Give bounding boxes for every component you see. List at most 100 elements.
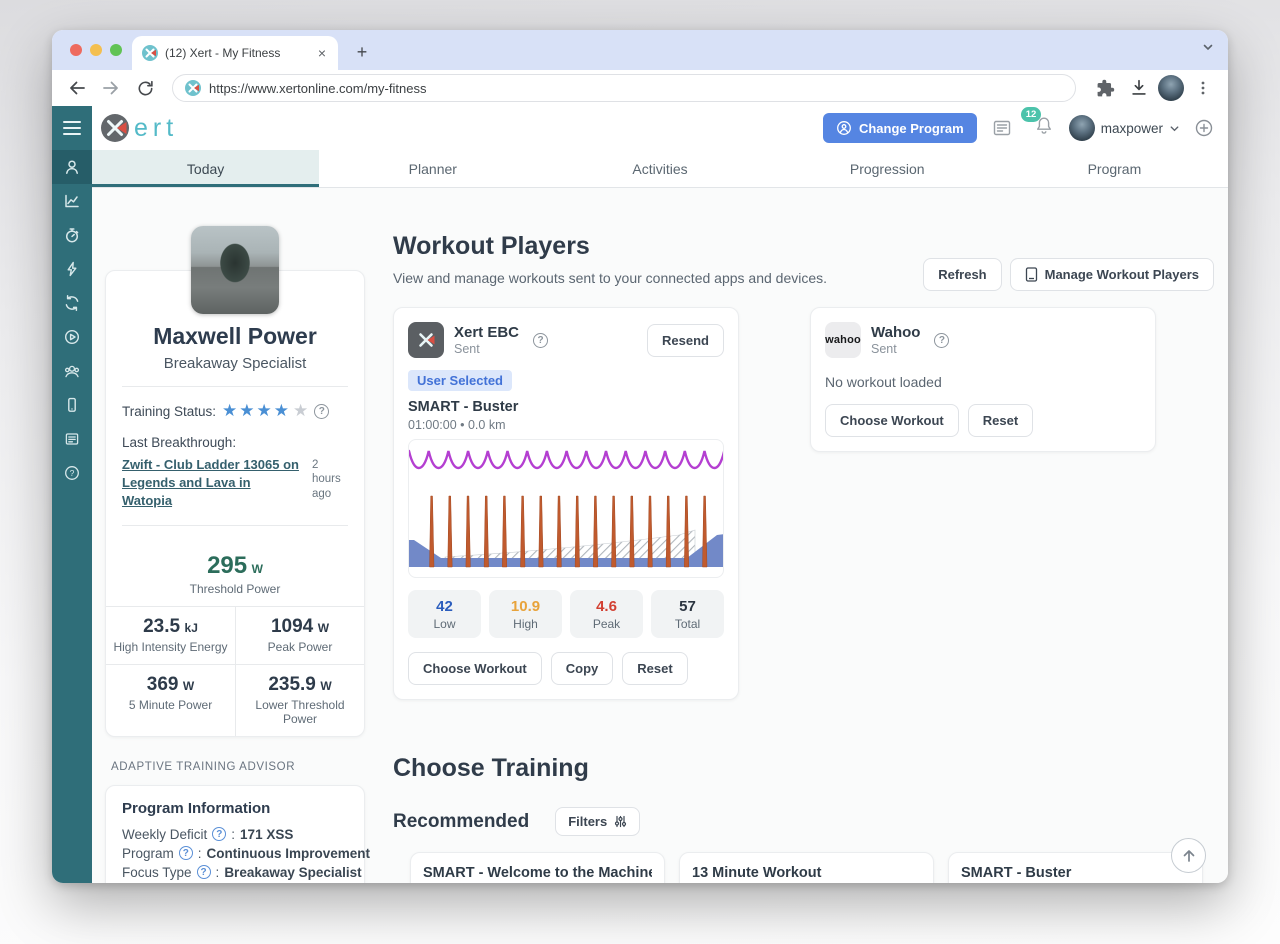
url-favicon-icon: [185, 80, 201, 96]
site-favicon-icon: [142, 45, 158, 61]
player-name: Xert EBC: [454, 324, 520, 341]
breakthrough-activity-link[interactable]: Zwift - Club Ladder 13065 on Legends and…: [122, 457, 299, 509]
stopwatch-icon: [65, 228, 79, 243]
tab-activities[interactable]: Activities: [632, 160, 688, 177]
sidebar-item-help[interactable]: ?: [52, 456, 92, 490]
xert-logo[interactable]: ert: [100, 113, 178, 143]
recommended-cards-row: SMART - Welcome to the Machine - 30: [410, 852, 1228, 883]
xert-logo-text: ert: [134, 113, 179, 142]
coach-icon: [837, 121, 851, 135]
threshold-power-block: 295 W Threshold Power: [106, 540, 364, 606]
filters-button[interactable]: Filters: [555, 807, 641, 836]
person-icon: [66, 160, 78, 174]
stat-high: 10.9 High: [489, 590, 562, 638]
minimize-window-button[interactable]: [90, 44, 102, 56]
program-row: Program?: Continuous Improvement: [122, 845, 371, 861]
sync-icon: [65, 295, 79, 311]
workout-card-13-minute[interactable]: 13 Minute Workout: [679, 852, 934, 883]
browser-menu-kebab-icon[interactable]: [1188, 73, 1218, 103]
scroll-to-top-button[interactable]: [1171, 838, 1206, 873]
change-program-button[interactable]: Change Program: [822, 113, 977, 143]
sidebar-item-profile[interactable]: [52, 150, 92, 184]
page-content: Maxwell Power Breakaway Specialist Train…: [92, 188, 1228, 883]
browser-tab[interactable]: (12) Xert - My Fitness ×: [132, 36, 338, 70]
no-workout-text: No workout loaded: [825, 374, 942, 390]
training-status-stars-filled: ★★★★: [222, 401, 292, 420]
sidebar-item-groups[interactable]: [52, 354, 92, 388]
sidebar-rail: ?: [52, 106, 92, 883]
address-bar[interactable]: https://www.xertonline.com/my-fitness: [172, 74, 1076, 102]
zoom-window-button[interactable]: [110, 44, 122, 56]
athlete-type: Breakaway Specialist: [163, 355, 307, 372]
tab-progression[interactable]: Progression: [849, 160, 925, 177]
copy-button[interactable]: Copy: [550, 652, 614, 685]
training-status-help-icon[interactable]: ?: [314, 403, 330, 419]
workout-card-welcome-machine[interactable]: SMART - Welcome to the Machine - 30: [410, 852, 665, 883]
sidebar-item-player[interactable]: [52, 320, 92, 354]
downloads-icon[interactable]: [1124, 73, 1154, 103]
athlete-name: Maxwell Power: [153, 323, 317, 349]
stat-high-intensity-energy: 23.5 kJ High Intensity Energy: [113, 615, 228, 654]
sidebar-item-sync[interactable]: [52, 286, 92, 320]
tab-close-icon[interactable]: ×: [317, 45, 327, 61]
notifications-bell[interactable]: 12: [1020, 106, 1055, 142]
sidebar-item-workouts[interactable]: [52, 252, 92, 286]
news-feed-icon[interactable]: [991, 117, 1013, 139]
program-information-card: Program Information Weekly Deficit?:171 …: [105, 784, 371, 883]
sidebar-item-news[interactable]: [52, 422, 92, 456]
program-info-title: Program Information: [122, 799, 271, 817]
weekly-deficit-help-icon[interactable]: ?: [212, 827, 227, 842]
resend-button[interactable]: Resend: [647, 323, 724, 357]
sidebar-item-activities[interactable]: [52, 218, 92, 252]
reload-button[interactable]: [130, 73, 160, 103]
hamburger-menu-icon[interactable]: [52, 106, 92, 150]
site-main: ert Change Program 12 maxpower: [92, 106, 1228, 883]
add-circle-icon[interactable]: [1194, 118, 1214, 138]
main-nav-tabs: Today Planner Activities Progression Pro…: [92, 150, 1228, 188]
sidebar-item-mobile[interactable]: [52, 388, 92, 422]
threshold-power-value: 295: [207, 551, 248, 579]
player-status: Sent: [871, 342, 897, 356]
tab-today[interactable]: Today: [92, 150, 320, 187]
sidebar-item-progression[interactable]: [52, 184, 92, 218]
bell-icon: [1036, 117, 1051, 134]
workout-players-header: Workout Players View and manage workouts…: [393, 232, 1228, 291]
loaded-workout-name: SMART - Buster: [408, 399, 519, 415]
forward-button[interactable]: [96, 73, 126, 103]
line-chart-icon: [65, 194, 79, 208]
choose-workout-button[interactable]: Choose Workout: [408, 652, 542, 685]
new-tab-button[interactable]: +: [356, 42, 368, 62]
player-name: Wahoo: [871, 324, 921, 341]
username: maxpower: [1100, 120, 1163, 136]
stat-total: 57 Total: [651, 590, 724, 638]
back-button[interactable]: [62, 73, 92, 103]
reset-button[interactable]: Reset: [622, 652, 688, 685]
workout-card-smart-buster[interactable]: SMART - Buster: [948, 852, 1203, 883]
browser-profile-avatar[interactable]: [1158, 75, 1184, 101]
focus-type-row: Focus Type?: Breakaway Specialist: [122, 864, 362, 880]
site-header: ert Change Program 12 maxpower: [92, 106, 1228, 150]
site-viewport: ? ert Change Program: [52, 106, 1228, 883]
tab-program[interactable]: Program: [1087, 160, 1142, 177]
choose-workout-button[interactable]: Choose Workout: [825, 404, 959, 437]
browser-toolbar: https://www.xertonline.com/my-fitness: [52, 70, 1228, 106]
refresh-button[interactable]: Refresh: [923, 258, 1002, 291]
tab-search-chevron-icon[interactable]: [1202, 41, 1214, 56]
player-help-icon[interactable]: ?: [934, 332, 950, 348]
manage-workout-players-button[interactable]: Manage Workout Players: [1009, 258, 1214, 291]
tab-planner[interactable]: Planner: [408, 160, 457, 177]
reset-button[interactable]: Reset: [967, 404, 1034, 437]
program-help-icon[interactable]: ?: [178, 846, 193, 861]
xert-logo-icon: [101, 114, 129, 142]
close-window-button[interactable]: [70, 44, 82, 56]
stat-peak: 4.6 Peak: [570, 590, 643, 638]
window-controls: [70, 44, 122, 56]
focus-type-help-icon[interactable]: ?: [196, 865, 211, 880]
arrow-up-icon: [1183, 849, 1194, 862]
training-status-label: Training Status:: [122, 403, 217, 419]
extensions-icon[interactable]: [1090, 73, 1120, 103]
threshold-power-unit: W: [251, 561, 263, 576]
player-help-icon[interactable]: ?: [533, 332, 549, 348]
user-menu[interactable]: maxpower: [1068, 115, 1180, 141]
wahoo-app-icon: wahoo: [825, 322, 861, 358]
